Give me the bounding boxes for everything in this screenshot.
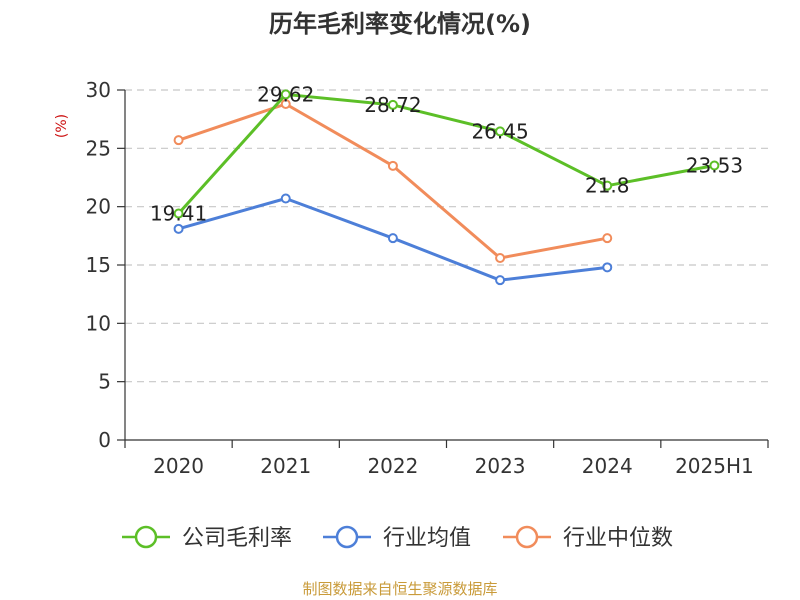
- source-footer: 制图数据来自恒生聚源数据库: [302, 580, 498, 598]
- data-label: 28.72: [364, 93, 421, 117]
- data-label: 26.45: [471, 119, 528, 143]
- y-tick-label: 15: [86, 253, 111, 277]
- data-point: [387, 160, 398, 171]
- data-label: 21.8: [585, 174, 630, 198]
- x-tick-label: 2020: [153, 454, 204, 478]
- legend-item[interactable]: 公司毛利率: [122, 525, 292, 551]
- x-tick-label: 2024: [582, 454, 633, 478]
- data-point: [495, 253, 506, 263]
- legend-item[interactable]: 行业中位数: [503, 525, 673, 551]
- data-point: [173, 223, 184, 234]
- legend-marker: [134, 525, 158, 549]
- data-point: [495, 126, 506, 137]
- data-point: [602, 233, 613, 244]
- x-tick-label: 2023: [475, 454, 526, 478]
- series-line: [177, 92, 715, 215]
- data-label: 19.41: [150, 202, 207, 226]
- y-tick-label: 30: [86, 78, 111, 102]
- data-point: [602, 262, 613, 273]
- data-label: 29.62: [257, 82, 314, 106]
- data-point: [173, 135, 184, 146]
- data-point: [709, 160, 720, 171]
- data-point: [280, 193, 291, 204]
- data-point: [495, 275, 506, 286]
- y-tick-label: 10: [86, 311, 111, 335]
- y-tick-label: 20: [86, 195, 111, 219]
- chart-title: 历年毛利率变化情况(%): [269, 10, 531, 38]
- data-point: [280, 89, 291, 100]
- data-point: [173, 208, 184, 219]
- y-tick-label: 5: [98, 370, 111, 394]
- data-point: [602, 180, 613, 191]
- legend-marker: [335, 525, 359, 549]
- data-point: [280, 99, 291, 109]
- legend-label: 行业中位数: [563, 526, 673, 551]
- legend-item[interactable]: 行业均值: [323, 525, 471, 551]
- y-axis-label: (%): [54, 114, 70, 138]
- legend-label: 行业均值: [383, 526, 471, 551]
- data-point: [387, 233, 398, 244]
- data-point: [387, 99, 398, 110]
- legend-label: 公司毛利率: [182, 526, 292, 551]
- legend-marker: [515, 525, 539, 549]
- y-tick-label: 0: [98, 428, 111, 452]
- y-tick-label: 25: [86, 136, 111, 160]
- x-tick-label: 2021: [260, 454, 311, 478]
- x-tick-label: 2022: [367, 454, 418, 478]
- x-tick-label: 2025H1: [675, 454, 754, 478]
- data-label: 23.53: [686, 153, 743, 177]
